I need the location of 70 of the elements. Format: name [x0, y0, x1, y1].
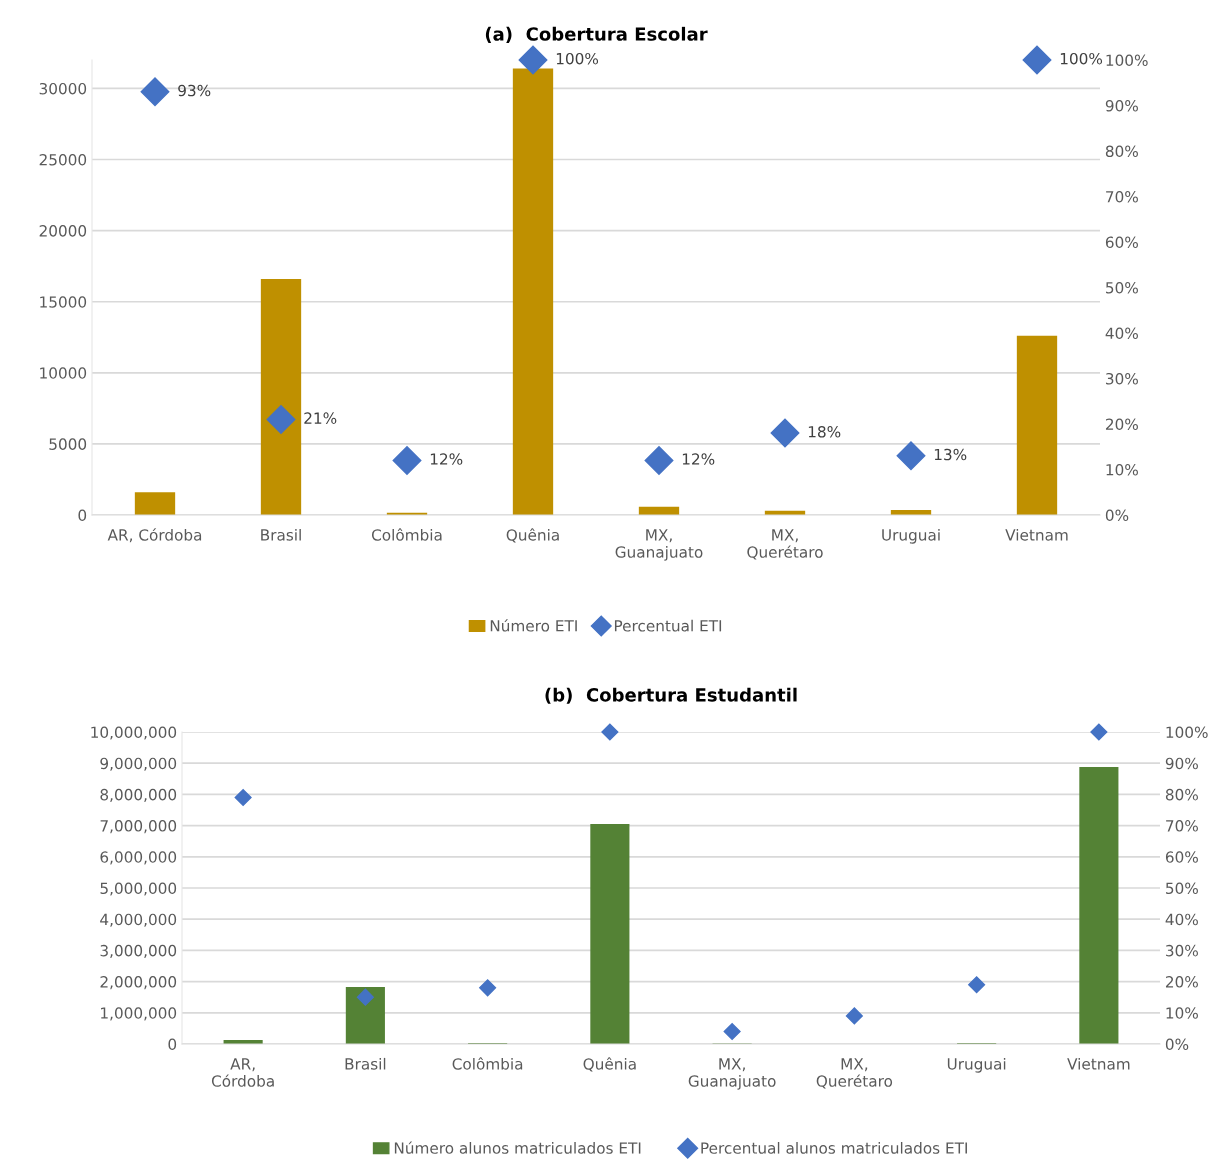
data-label: 100%	[556, 52, 599, 65]
y2-tick-label: 50%	[1106, 281, 1138, 294]
data-label: 18%	[808, 425, 841, 438]
data-label: 21%	[304, 412, 337, 424]
y2-tick-label: 50%	[1166, 882, 1198, 895]
y-tick-label: 30000	[39, 82, 87, 95]
y2-tick-label: 20%	[1165, 976, 1198, 988]
y2-tick-label: 0%	[1165, 1038, 1189, 1051]
x-tick-label: Brasil	[345, 1057, 386, 1070]
y-tick-label: 3,000,000	[100, 944, 177, 958]
x-tick-label: Quênia	[583, 1057, 636, 1072]
y-tick-label: 25000	[39, 154, 87, 166]
legend-label: Número alunos matriculados ETI	[394, 1141, 641, 1154]
y2-tick-label: 0%	[1105, 509, 1129, 522]
data-label: 100%	[1060, 52, 1103, 65]
y2-tick-label: 100%	[1166, 726, 1208, 739]
x-tick-label: MX, Querétaro	[816, 1058, 893, 1089]
y-tick-label: 1,000,000	[101, 1007, 177, 1021]
chart-title: (a) Cobertura Escolar	[485, 26, 708, 43]
y-tick-label: 5,000,000	[100, 882, 177, 896]
y-tick-label: 7,000,000	[100, 820, 177, 834]
y-tick-label: 10,000,000	[91, 726, 177, 740]
y-tick-label: 0	[168, 1038, 177, 1051]
chart-title: (b) Cobertura Estudantil	[545, 687, 797, 704]
y-tick-label: 9,000,000	[100, 757, 177, 771]
y2-tick-label: 70%	[1166, 820, 1198, 832]
y2-tick-label: 30%	[1166, 944, 1198, 957]
y2-tick-label: 40%	[1105, 327, 1138, 340]
data-label: 12%	[682, 453, 715, 465]
y2-tick-label: 30%	[1106, 372, 1138, 385]
legend-label: Percentual alunos matriculados ETI	[701, 1141, 967, 1154]
y-tick-label: 10000	[40, 367, 87, 379]
y2-tick-label: 40%	[1165, 913, 1198, 926]
legend-label: Número ETI	[490, 619, 577, 632]
data-label: 13%	[934, 448, 967, 461]
y2-tick-label: 60%	[1165, 851, 1198, 863]
y-tick-label: 0	[78, 509, 87, 522]
y2-tick-label: 10%	[1166, 1007, 1198, 1019]
x-tick-label: Colômbia	[371, 528, 442, 541]
y2-tick-label: 20%	[1105, 418, 1138, 431]
y2-tick-label: 60%	[1105, 236, 1138, 249]
x-tick-label: Uruguai	[947, 1057, 1006, 1073]
y2-tick-label: 80%	[1105, 145, 1138, 158]
legend-label: Percentual ETI	[614, 619, 722, 632]
y-tick-label: 5000	[49, 438, 87, 450]
y-tick-label: 2,000,000	[100, 976, 177, 990]
data-label: 93%	[178, 84, 211, 97]
x-tick-label: Uruguai	[882, 528, 940, 544]
y2-tick-label: 90%	[1105, 99, 1138, 112]
x-tick-label: Vietnam	[1005, 528, 1068, 541]
y2-tick-label: 70%	[1106, 190, 1138, 203]
y-tick-label: 15000	[40, 296, 87, 308]
x-tick-label: Quênia	[506, 528, 559, 543]
y-tick-label: 20000	[39, 225, 87, 237]
data-label: 12%	[430, 453, 463, 465]
y-tick-label: 6,000,000	[100, 851, 177, 865]
y2-tick-label: 90%	[1165, 757, 1198, 770]
x-tick-label: MX, Guanajuato	[615, 529, 703, 561]
y2-tick-label: 10%	[1106, 463, 1138, 476]
x-tick-label: MX, Guanajuato	[688, 1058, 776, 1090]
x-tick-label: MX, Querétaro	[747, 529, 823, 560]
y-tick-label: 8,000,000	[100, 788, 177, 802]
x-tick-label: Colômbia	[452, 1057, 523, 1070]
y2-tick-label: 100%	[1106, 54, 1148, 67]
y2-tick-label: 80%	[1165, 788, 1198, 801]
x-tick-label: Brasil	[261, 528, 301, 541]
x-tick-label: Vietnam	[1067, 1057, 1130, 1070]
y-tick-label: 4,000,000	[100, 913, 177, 927]
x-tick-label: AR, Córdoba	[211, 1058, 274, 1087]
x-tick-label: AR, Córdoba	[107, 528, 202, 543]
